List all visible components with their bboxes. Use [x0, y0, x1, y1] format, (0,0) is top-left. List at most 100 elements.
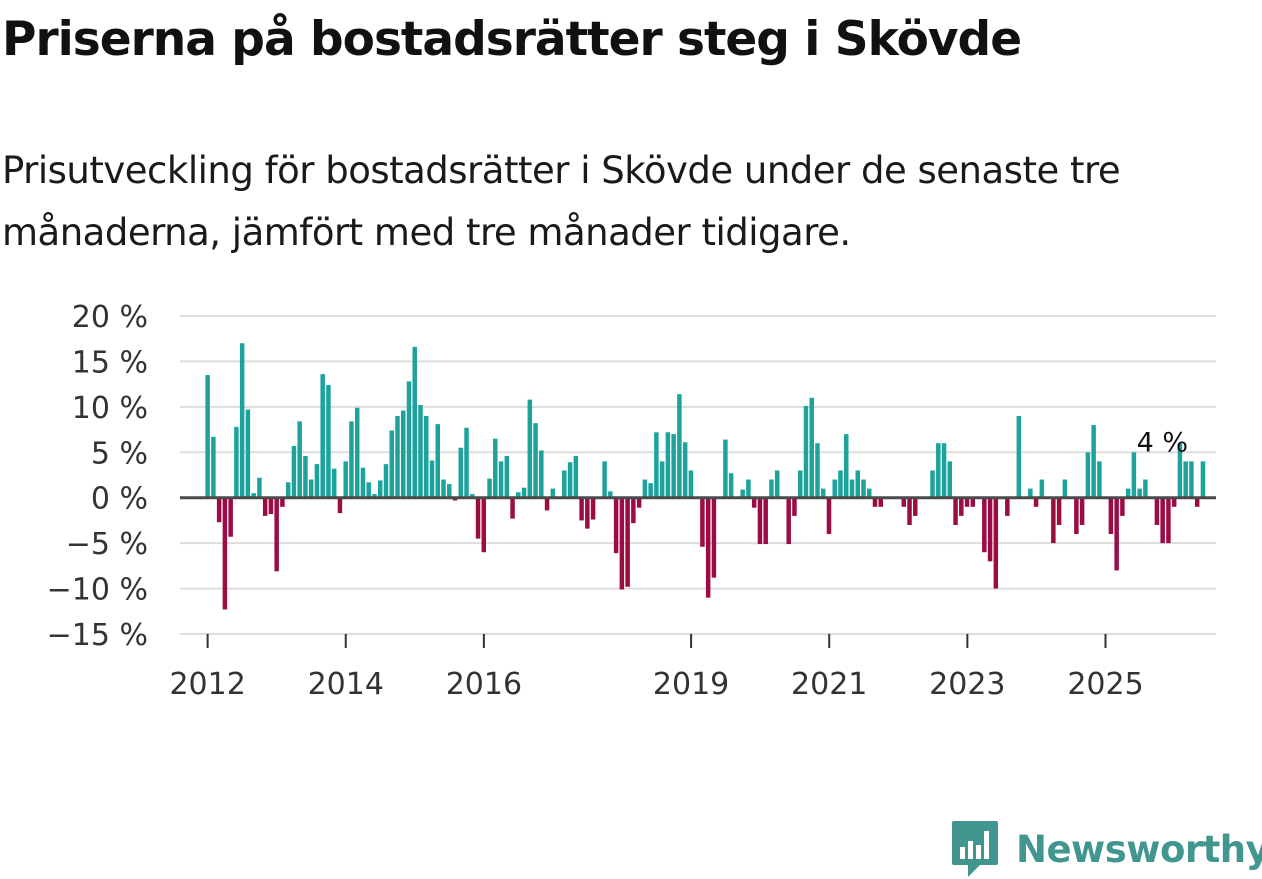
bar [826, 497, 832, 535]
bar [648, 483, 653, 498]
bar [769, 479, 774, 498]
bar [527, 399, 533, 498]
bar [590, 497, 596, 520]
bar [400, 410, 406, 498]
brand-name: Newsworthy [1016, 827, 1262, 871]
bar [809, 397, 814, 498]
bar [665, 432, 671, 498]
bar [573, 455, 579, 498]
annotation-label: 4 % [1137, 427, 1188, 458]
bar [613, 497, 619, 554]
x-tick-label: 2021 [791, 667, 867, 702]
y-tick-label: 5 % [91, 436, 148, 471]
bar [1016, 415, 1022, 498]
bar [1143, 479, 1148, 498]
bar [832, 479, 837, 498]
bar [987, 497, 993, 562]
bar [475, 497, 481, 539]
bar [326, 385, 331, 498]
bar [746, 479, 751, 498]
bar [222, 497, 228, 610]
bar [970, 497, 976, 507]
bar [360, 467, 366, 498]
bar [1005, 497, 1010, 516]
bar [234, 426, 239, 498]
bar [418, 405, 423, 498]
bar [608, 491, 613, 498]
bar [705, 497, 711, 598]
bar [815, 443, 820, 498]
bar [1033, 497, 1039, 507]
bar [395, 415, 400, 498]
bar [1028, 488, 1033, 498]
bar [907, 497, 912, 525]
bar [579, 497, 584, 521]
bar [602, 461, 607, 498]
bar [642, 479, 648, 498]
bar [406, 381, 412, 498]
bar [688, 470, 694, 498]
bar [429, 460, 435, 498]
bar [349, 421, 354, 498]
bar [1085, 452, 1091, 498]
bar [740, 489, 745, 498]
bar [677, 394, 682, 498]
bar [1137, 488, 1142, 498]
x-tick-label: 2019 [653, 667, 729, 702]
annotations: 4 % [1137, 427, 1188, 458]
bar [205, 375, 210, 498]
chart-title: Priserna på bostadsrätter steg i Skövde [2, 12, 1022, 67]
bar [1154, 497, 1160, 525]
bar [498, 461, 504, 498]
bar [211, 436, 216, 498]
bar [1200, 461, 1206, 498]
bar [682, 442, 688, 498]
bar [982, 497, 987, 553]
bar [412, 346, 417, 498]
x-tick-label: 2025 [1067, 667, 1143, 702]
bar [239, 343, 245, 498]
bar [458, 447, 464, 498]
bar [636, 497, 642, 508]
bar [1171, 497, 1177, 507]
bar [464, 427, 469, 498]
bar [751, 497, 757, 508]
bar [245, 409, 251, 498]
bar [1062, 479, 1068, 498]
bar [1183, 461, 1188, 498]
bar [544, 497, 550, 511]
bar [936, 443, 941, 498]
bar [820, 488, 826, 498]
newsworthy-logo: Newsworthy [950, 820, 1262, 878]
bar [308, 479, 314, 498]
bar [947, 461, 953, 498]
bar [1056, 497, 1062, 525]
bar [493, 438, 498, 498]
bar [1039, 479, 1045, 498]
bar [659, 461, 665, 498]
y-tick-label: −15 % [47, 618, 148, 653]
bar [331, 468, 337, 498]
bar [343, 461, 348, 498]
bar [251, 493, 256, 498]
bar [654, 432, 659, 498]
bar [1166, 497, 1171, 544]
x-tick-label: 2014 [308, 667, 384, 702]
bar [625, 497, 630, 587]
bar [314, 464, 320, 498]
bar [803, 405, 809, 498]
bar [1114, 497, 1119, 571]
bar [619, 497, 625, 590]
gridlines [180, 315, 1216, 635]
bar [510, 497, 515, 519]
bar [280, 497, 285, 507]
bar [1177, 443, 1183, 498]
bar [297, 421, 302, 498]
bar [792, 497, 797, 516]
bar [567, 462, 573, 498]
bar [257, 477, 262, 498]
bar [1131, 452, 1137, 498]
bar [861, 479, 866, 498]
x-tick-label: 2023 [929, 667, 1005, 702]
